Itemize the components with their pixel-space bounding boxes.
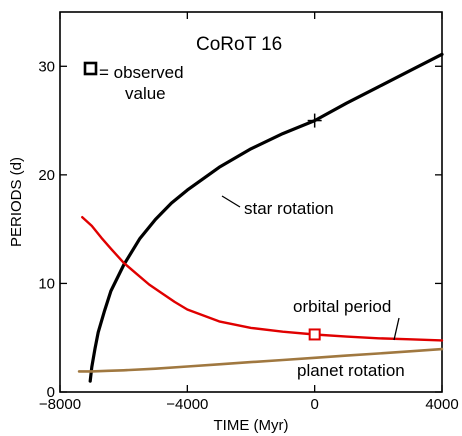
axis-ticks: −8000 −4000 0 4000 0 10 20 30 xyxy=(38,12,459,413)
orbital-period-leader xyxy=(393,317,400,341)
star-rotation-leader xyxy=(221,195,241,208)
series-line-star-rotation xyxy=(88,52,444,383)
y-tick-label: 0 xyxy=(47,384,55,401)
y-tick-label: 30 xyxy=(38,58,55,75)
y-axis-label: PERIODS (d) xyxy=(8,157,25,247)
orbital-period-label: orbital period xyxy=(293,297,391,316)
chart-title: CoRoT 16 xyxy=(196,34,282,55)
legend-label-line2: value xyxy=(125,84,166,103)
x-axis-label: TIME (Myr) xyxy=(214,417,289,434)
plot-frame xyxy=(59,11,443,393)
y-tick-label: 20 xyxy=(38,167,55,184)
series-lines xyxy=(77,52,444,383)
observed-markers xyxy=(307,113,322,341)
star-rotation-label: star rotation xyxy=(244,199,334,218)
x-tick-label: −4000 xyxy=(166,396,208,413)
x-tick-label: −8000 xyxy=(39,396,81,413)
legend-square-icon xyxy=(83,61,98,76)
x-tick-label: 0 xyxy=(310,396,318,413)
series-line-orbital-period xyxy=(81,215,444,342)
observed-square-marker xyxy=(308,328,321,341)
x-tick-label: 4000 xyxy=(425,396,458,413)
series-line-planet-rotation xyxy=(77,347,444,373)
y-tick-label: 10 xyxy=(38,275,55,292)
planet-rotation-label: planet rotation xyxy=(297,361,405,380)
legend-label-line1: = observed xyxy=(99,63,184,82)
